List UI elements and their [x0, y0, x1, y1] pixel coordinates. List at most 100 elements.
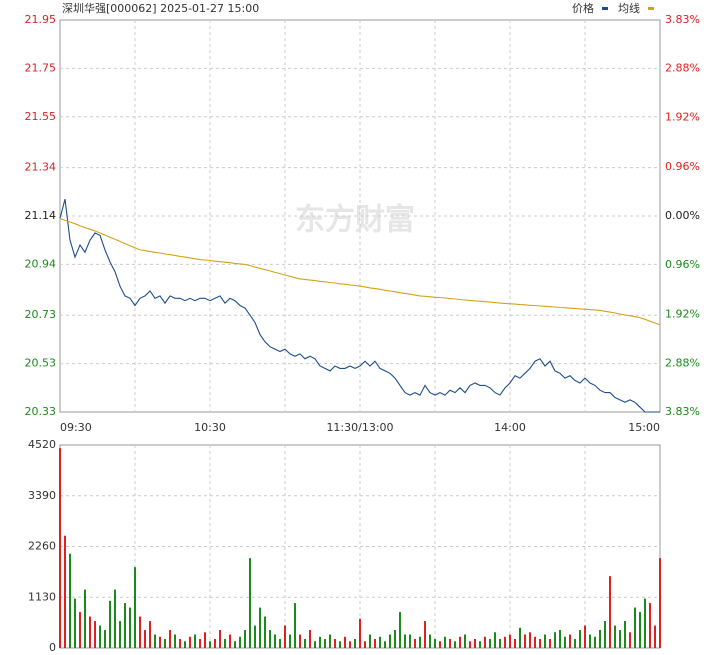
volume-tick-label: 2260 — [28, 540, 56, 553]
volume-bar — [339, 641, 341, 648]
volume-bar — [574, 639, 576, 648]
volume-bar — [609, 576, 611, 648]
volume-bar — [359, 618, 361, 648]
volume-bar — [239, 636, 241, 648]
volume-bar — [294, 603, 296, 648]
volume-bar — [69, 553, 71, 648]
volume-bar — [564, 636, 566, 648]
volume-bar — [254, 625, 256, 648]
volume-bar — [464, 634, 466, 648]
volume-bar — [84, 589, 86, 648]
volume-bar — [584, 625, 586, 648]
volume-bar — [174, 634, 176, 648]
volume-bar — [159, 636, 161, 648]
volume-bar — [194, 634, 196, 648]
volume-bar — [244, 630, 246, 648]
volume-bar — [169, 630, 171, 648]
volume-bar — [199, 639, 201, 648]
volume-bar — [624, 621, 626, 648]
volume-bar — [344, 636, 346, 648]
volume-bar — [59, 448, 61, 648]
volume-bar — [109, 600, 111, 648]
volume-bar — [469, 641, 471, 648]
y2-tick-label: 3.83% — [665, 405, 700, 418]
volume-bar — [514, 639, 516, 648]
volume-bar — [279, 639, 281, 648]
y-tick-label: 21.34 — [25, 161, 57, 174]
y2-tick-label: 1.92% — [665, 307, 700, 320]
volume-bar — [269, 630, 271, 648]
volume-bar — [124, 603, 126, 648]
volume-bar — [99, 625, 101, 648]
volume-tick-label: 3390 — [28, 489, 56, 502]
volume-bar — [274, 634, 276, 648]
volume-bar — [634, 607, 636, 648]
volume-bar — [519, 627, 521, 648]
volume-bar — [604, 621, 606, 648]
volume-bar — [444, 636, 446, 648]
volume-bar — [369, 634, 371, 648]
y-tick-label: 21.14 — [25, 209, 57, 222]
volume-bar — [649, 603, 651, 648]
y-tick-label: 20.33 — [25, 405, 57, 418]
y-tick-label: 20.94 — [25, 257, 57, 270]
volume-bar — [474, 639, 476, 648]
volume-bar — [364, 641, 366, 648]
volume-bar — [654, 625, 656, 648]
volume-bar — [419, 636, 421, 648]
volume-bar — [399, 612, 401, 648]
volume-bar — [569, 634, 571, 648]
legend-swatch — [602, 7, 608, 10]
volume-bar — [89, 616, 91, 648]
volume-bar — [259, 607, 261, 648]
y2-tick-label: 1.92% — [665, 111, 700, 124]
volume-bar — [384, 641, 386, 648]
volume-bar — [639, 612, 641, 648]
volume-bar — [309, 630, 311, 648]
volume-bar — [129, 607, 131, 648]
volume-bar — [409, 634, 411, 648]
x-tick-label: 11:30/13:00 — [326, 421, 393, 434]
volume-bar — [579, 630, 581, 648]
volume-bar — [389, 634, 391, 648]
volume-bar — [219, 630, 221, 648]
volume-bar — [154, 634, 156, 648]
volume-bar — [334, 639, 336, 648]
x-tick-label: 09:30 — [60, 421, 92, 434]
volume-bar — [299, 634, 301, 648]
volume-bar — [189, 636, 191, 648]
volume-bar — [414, 639, 416, 648]
volume-bar — [289, 634, 291, 648]
legend-label: 价格 — [572, 1, 594, 15]
volume-bar — [204, 632, 206, 648]
y2-tick-label: 0.96% — [665, 160, 700, 173]
volume-bar — [439, 641, 441, 648]
volume-bar — [429, 634, 431, 648]
y2-tick-label: 0.96% — [665, 258, 700, 271]
volume-bar — [404, 634, 406, 648]
volume-bar — [374, 639, 376, 648]
volume-bar — [619, 630, 621, 648]
volume-bar — [114, 589, 116, 648]
chart-title: 深圳华强[000062] 2025-01-27 15:00 — [62, 1, 259, 15]
volume-bar — [319, 636, 321, 648]
volume-bar — [149, 621, 151, 648]
volume-bar — [234, 641, 236, 648]
y-tick-label: 21.95 — [25, 13, 57, 26]
volume-bar — [284, 625, 286, 648]
volume-bar — [179, 639, 181, 648]
volume-bar — [509, 634, 511, 648]
volume-bar — [544, 634, 546, 648]
volume-bar — [324, 639, 326, 648]
volume-bar — [614, 625, 616, 648]
volume-bar — [94, 621, 96, 648]
y-tick-label: 20.53 — [25, 357, 57, 370]
volume-bar — [329, 634, 331, 648]
volume-bar — [644, 598, 646, 648]
series-line — [59, 198, 660, 413]
x-tick-label: 15:00 — [628, 421, 660, 434]
volume-bar — [549, 639, 551, 648]
y-tick-label: 21.55 — [25, 110, 57, 123]
volume-bar — [144, 630, 146, 648]
volume-bar — [354, 639, 356, 648]
